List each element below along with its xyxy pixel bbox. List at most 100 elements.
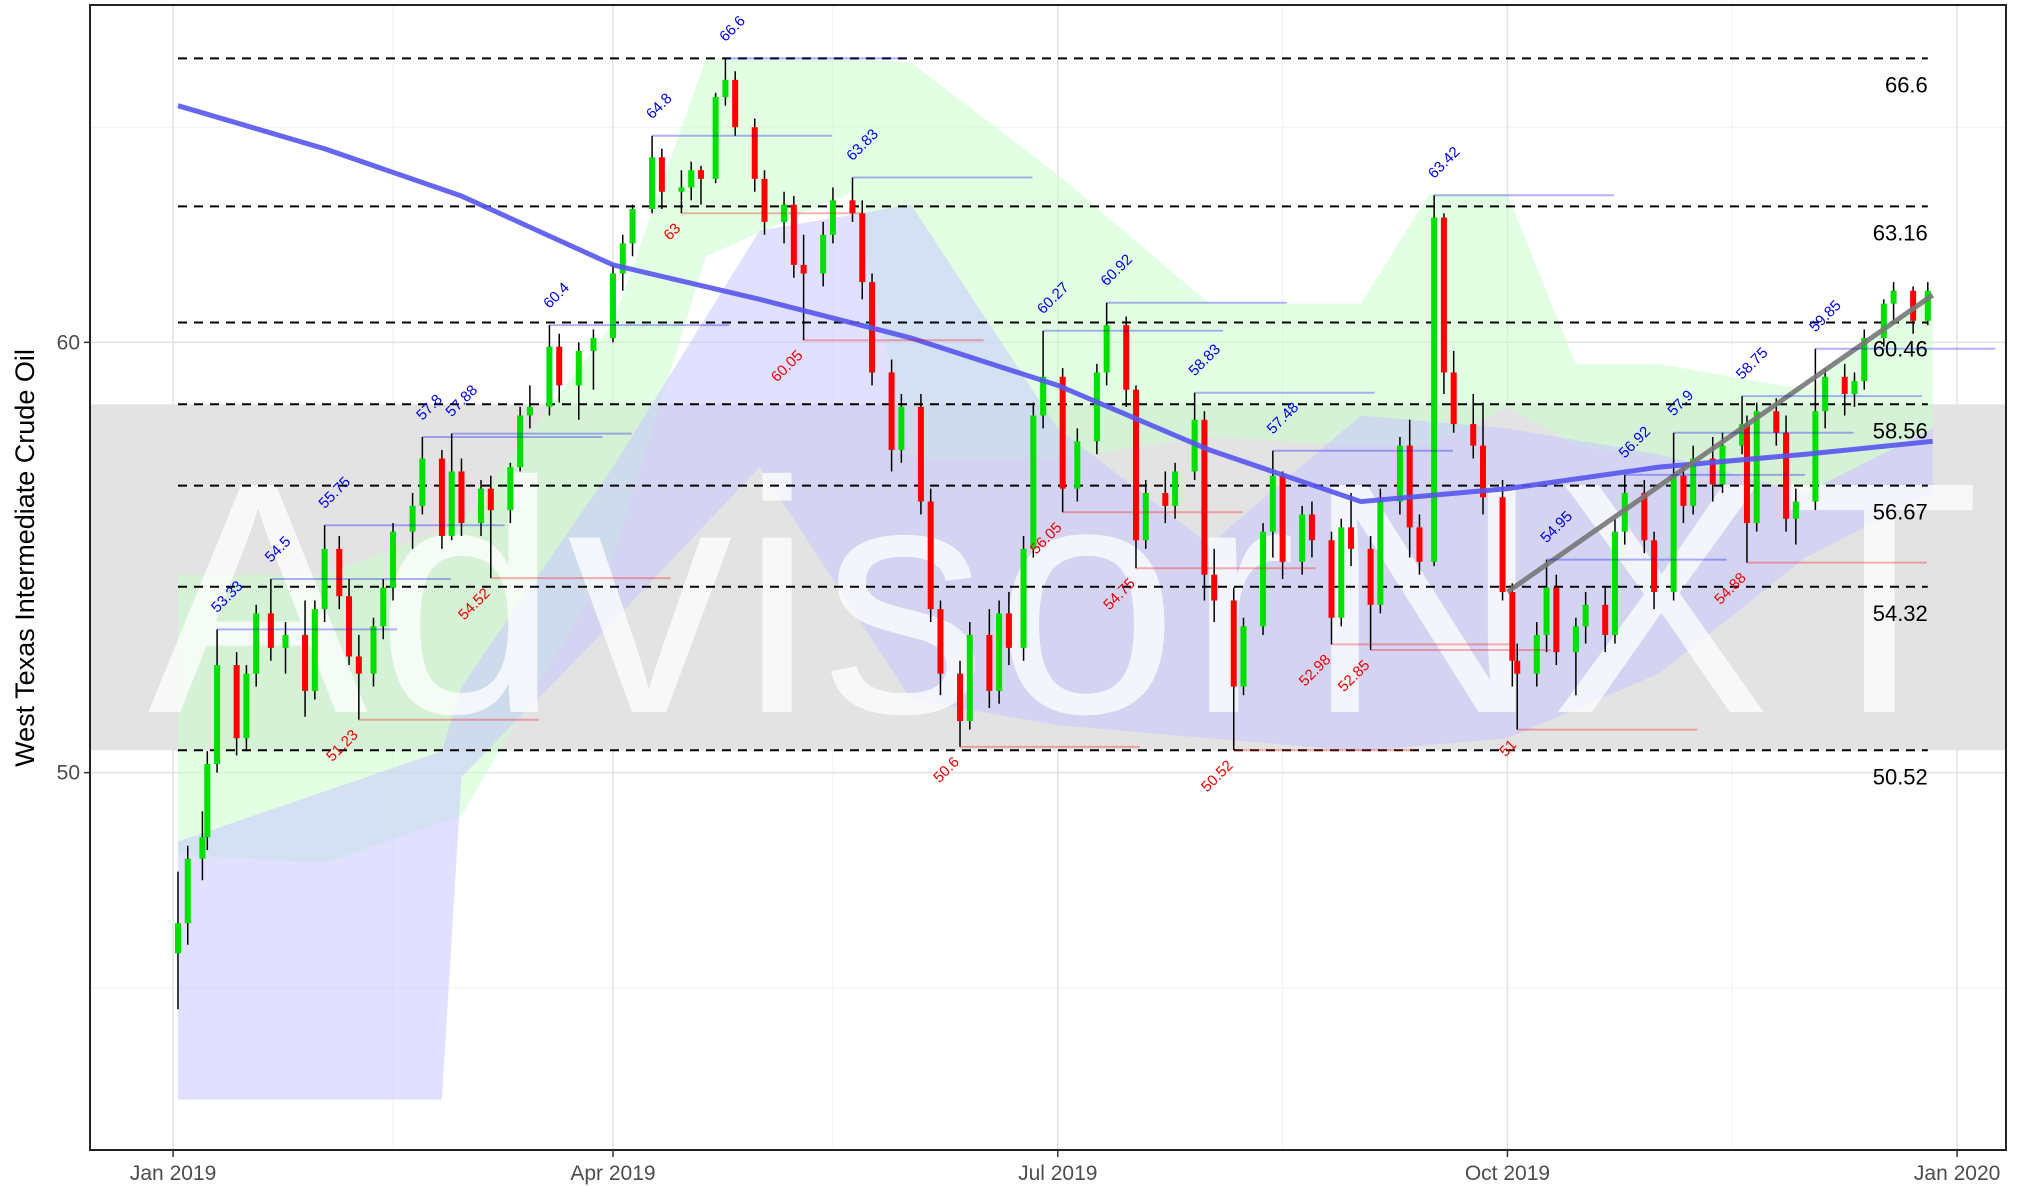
candle-body xyxy=(619,243,626,274)
candle-body xyxy=(1582,604,1589,627)
candle-body xyxy=(243,673,250,739)
candle-body xyxy=(712,97,719,179)
candle-body xyxy=(355,656,362,674)
candle-body xyxy=(336,548,343,597)
y-tick-label: 50 xyxy=(57,762,80,785)
candle-body xyxy=(917,406,924,502)
candle-body xyxy=(282,634,289,648)
candle-body xyxy=(996,613,1003,691)
candle-body xyxy=(629,208,636,244)
candle-body xyxy=(1201,419,1208,575)
candle-body xyxy=(1123,325,1130,390)
candle-body xyxy=(1040,376,1047,416)
candle-body xyxy=(1299,514,1306,562)
candle-body xyxy=(1743,424,1750,524)
candle-body xyxy=(1450,372,1457,425)
candle-body xyxy=(1812,411,1819,502)
level-label: 63.16 xyxy=(1873,220,1928,245)
candle-body xyxy=(346,596,353,657)
level-label: 50.52 xyxy=(1873,764,1928,789)
candle-body xyxy=(1753,411,1760,524)
candle-body xyxy=(1553,587,1560,653)
candle-body xyxy=(1890,290,1897,304)
candle-body xyxy=(859,213,866,283)
y-axis-title: West Texas Intermediate Crude Oil xyxy=(10,349,40,767)
candle-body xyxy=(487,488,494,511)
candle-body xyxy=(1348,527,1355,549)
candle-body xyxy=(1783,432,1790,519)
candle-body xyxy=(888,372,895,450)
candle-body xyxy=(781,204,788,222)
candle-body xyxy=(898,406,905,450)
candle-body xyxy=(1651,540,1658,592)
candle-body xyxy=(184,858,191,924)
candle-body xyxy=(966,634,973,722)
plot-area: AdvisorNXT66.663.1660.4658.5656.6754.325… xyxy=(90,5,2006,1150)
candle-body xyxy=(1059,376,1066,489)
moving-average-line xyxy=(177,103,1933,505)
candle-body xyxy=(1514,660,1521,674)
candle-body xyxy=(761,178,768,222)
level-label: 54.32 xyxy=(1873,601,1928,626)
candle-body xyxy=(1680,475,1687,506)
level-label: 66.6 xyxy=(1885,72,1928,97)
candle-body xyxy=(302,634,309,691)
candle-body xyxy=(732,79,739,128)
candle-body xyxy=(1005,613,1012,648)
candle-body xyxy=(409,505,416,532)
candle-body xyxy=(1172,471,1179,506)
candle-body xyxy=(1572,626,1579,653)
candle-body xyxy=(1841,376,1848,394)
candle-body xyxy=(204,764,211,838)
candle-body xyxy=(1690,458,1697,506)
candle-body xyxy=(829,200,836,235)
candle-body xyxy=(390,531,397,588)
level-label: 58.56 xyxy=(1873,418,1928,443)
candle-body xyxy=(419,458,426,506)
candle-body xyxy=(609,273,616,339)
x-tick-label: Oct 2019 xyxy=(1465,1162,1550,1185)
candle-body xyxy=(1230,600,1237,687)
candle-body xyxy=(458,471,465,524)
candle-body xyxy=(253,613,260,674)
candle-body xyxy=(1308,514,1315,541)
candle-body xyxy=(1602,604,1609,635)
candle-body xyxy=(1861,338,1868,382)
candle-body xyxy=(1499,497,1506,592)
candle-body xyxy=(590,338,597,351)
candle-body xyxy=(678,187,685,192)
candle-body xyxy=(688,170,695,188)
candle-body xyxy=(1509,591,1516,661)
candle-body xyxy=(556,346,563,386)
candle-body xyxy=(849,200,856,214)
plot-border xyxy=(89,4,2007,1151)
candle-body xyxy=(1719,445,1726,485)
candle-body xyxy=(199,837,206,859)
x-tick-label: Jan 2019 xyxy=(130,1162,216,1185)
candle-body xyxy=(214,665,221,765)
candle-body xyxy=(1240,626,1247,687)
candle-body xyxy=(1030,415,1037,549)
candle-body xyxy=(1406,445,1413,528)
candle-body xyxy=(1074,441,1081,489)
candle-body xyxy=(526,406,533,416)
candle-body xyxy=(1773,411,1780,433)
candle-body xyxy=(233,665,240,739)
candle-body xyxy=(321,548,328,610)
candle-body xyxy=(1670,475,1677,592)
candle-body xyxy=(800,264,807,274)
candle-body xyxy=(1020,548,1027,648)
candle-body xyxy=(1792,501,1799,519)
candle-body xyxy=(1269,475,1276,532)
candle-body xyxy=(790,204,797,265)
candle-body xyxy=(649,157,656,209)
candle-body xyxy=(697,170,704,179)
level-label: 56.67 xyxy=(1873,500,1928,525)
x-tick-label: Jul 2019 xyxy=(1018,1162,1097,1185)
candle-body xyxy=(1103,325,1110,373)
candle-body xyxy=(370,626,377,674)
candle-body xyxy=(1260,531,1267,627)
candle-body xyxy=(751,127,758,179)
candle-body xyxy=(546,346,553,407)
candle-body xyxy=(1279,475,1286,562)
